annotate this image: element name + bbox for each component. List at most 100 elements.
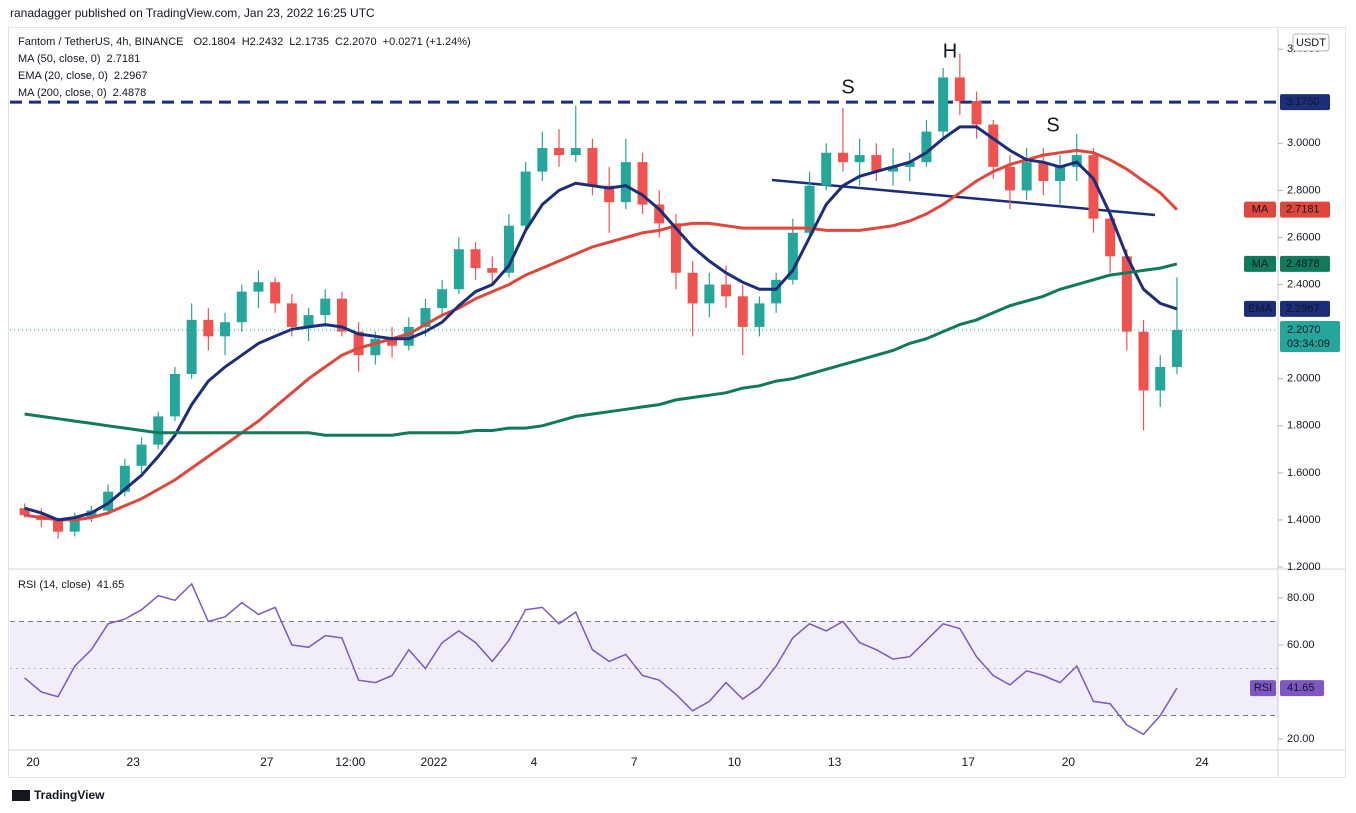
price-tag-text: 2.2967 [1286,303,1320,315]
candle-body [53,519,64,532]
candle-body [169,373,180,417]
candle-body [787,232,798,280]
candle-body [754,303,765,327]
y-tick-label: 20.00 [1287,733,1315,745]
candle-body [954,77,965,101]
y-tick-label: 1.4000 [1287,514,1321,526]
symbol-info: Fantom / TetherUS, 4h, BINANCE [18,36,183,48]
y-tick-label: 1.6000 [1287,467,1321,479]
indicator-line [24,262,1178,437]
legend-value: 2.7181 [107,53,141,65]
x-tick-label: 2022 [420,755,447,769]
candle-body [437,289,448,309]
candle-body [1155,366,1166,391]
candle-body [704,284,715,304]
currency-label: USDT [1296,37,1326,49]
countdown-text: 03:34:09 [1287,338,1330,350]
rsi-tag [1280,680,1324,697]
tag-text: MA [1252,258,1269,270]
tag-box [1244,255,1276,272]
price-tag-text: 2.4878 [1286,258,1320,270]
candle-body [453,249,464,290]
indicator-line [24,125,1178,522]
candle-body [938,77,949,132]
candle-body [203,319,214,337]
x-tick-label: 12:00 [335,755,365,769]
tag-text: EMA [1248,303,1273,315]
candle-body [1004,166,1015,191]
candle-body [971,100,982,125]
level-tag [1280,94,1330,111]
y-tick-label: 2.0000 [1287,373,1321,385]
brand-logo [12,790,30,801]
legend-value: 2.2967 [114,70,148,82]
candle-body [537,148,548,172]
y-tick-label: 2.8000 [1287,184,1321,196]
candle-body [771,279,782,304]
y-tick-label: 1.2000 [1287,561,1321,573]
y-tick-label: 3.0000 [1287,137,1321,149]
x-tick-label: 13 [828,755,842,769]
pattern-label: S [841,76,854,98]
x-tick-label: 24 [1195,755,1209,769]
candle-body [403,326,414,346]
candle-body [253,282,264,292]
x-tick-label: 20 [1062,755,1076,769]
tag-text: RSI [1254,682,1272,694]
candle-body [587,148,598,186]
y-tick-label: 80.00 [1287,592,1315,604]
candle-body [1171,329,1182,367]
candle-body [921,131,932,163]
candle-body [637,162,648,205]
candle-body [487,268,498,273]
candle-body [888,166,899,172]
rsi-title: RSI (14, close) [18,579,91,591]
candle-body [804,185,815,233]
x-tick-label: 4 [531,755,538,769]
candle-body [604,185,615,203]
x-tick-label: 17 [962,755,976,769]
rsi-tag-text: 41.65 [1287,682,1315,694]
candle-body [69,517,80,532]
candle-body [554,148,565,156]
candle-body [370,338,381,356]
candle-body [119,465,130,492]
currency-box [1292,33,1330,52]
candle-body [136,444,147,466]
candle-body [620,162,631,203]
price-tag [1280,255,1330,272]
candle-body [1088,155,1099,219]
pattern-label: H [943,40,957,62]
pattern-label: S [1046,114,1059,136]
x-tick-label: 20 [26,755,40,769]
candle-body [1055,166,1066,181]
price-tag [1280,201,1330,218]
candle-body [871,155,882,172]
candle-body [721,284,732,297]
candle-body [220,322,231,337]
price-tag-text: 2.7181 [1286,204,1320,216]
level-tag-text: 3.1750 [1286,96,1320,108]
candle-body [837,152,848,163]
rsi-legend-value: 41.65 [97,579,125,591]
candle-body [520,171,531,226]
candle-body [186,319,197,374]
candle-body [336,298,347,332]
candle-body [19,508,30,516]
footer-brand: TradingView [34,788,105,802]
ohlc-value: H2.2432 [242,36,284,48]
candle-body [270,282,281,304]
candle-body [854,155,865,163]
legend-value: 2.4878 [113,87,147,99]
y-tick-label: 60.00 [1287,639,1315,651]
frame [8,27,1346,778]
candle-body [420,308,431,327]
candle-body [821,152,832,186]
x-tick-label: 27 [260,755,274,769]
candle-body [1138,331,1149,391]
y-tick-label: 2.4000 [1287,278,1321,290]
candle-body [1038,162,1049,181]
candle-body [286,303,297,327]
legend-name: MA (200, close, 0) [18,87,107,99]
x-tick-label: 10 [728,755,742,769]
